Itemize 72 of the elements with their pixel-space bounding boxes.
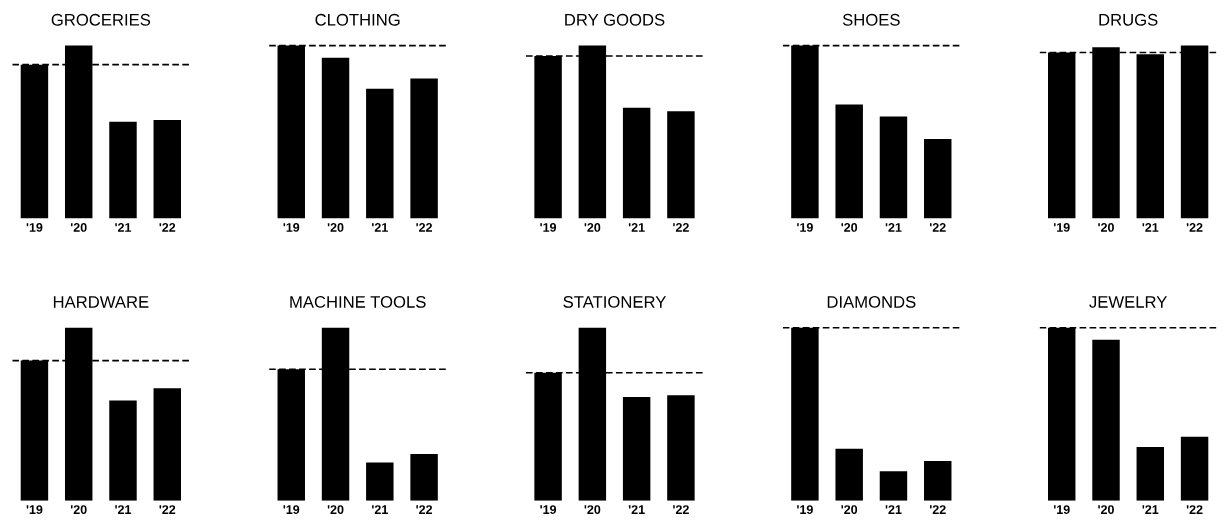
x-tick-label: '20: [327, 223, 344, 232]
x-tick-label: '21: [372, 505, 388, 514]
x-tick-label: '19: [797, 223, 813, 232]
x-tick-label: '22: [416, 223, 433, 232]
x-tick-label: '20: [841, 505, 858, 514]
chart-title: JEWELRY: [1089, 296, 1167, 308]
bar: [321, 57, 350, 219]
x-tick-label: '19: [1053, 223, 1070, 232]
x-tick-label: '22: [159, 505, 176, 514]
chart-title: STATIONERY: [563, 296, 667, 308]
x-tick-label: '22: [929, 223, 946, 232]
x-tick-label: '21: [885, 505, 902, 514]
chart-title: DIAMONDS: [827, 296, 916, 308]
x-tick-label: '21: [628, 223, 645, 232]
x-tick-label: '22: [673, 505, 689, 514]
x-tick-label: '19: [26, 505, 43, 514]
bar: [410, 78, 438, 219]
chart-title: CLOTHING: [315, 13, 400, 26]
bar: [924, 460, 952, 501]
x-tick-label: '21: [1142, 505, 1159, 514]
bar: [667, 395, 695, 501]
bar: [109, 121, 137, 219]
bar: [667, 111, 695, 219]
x-tick-label: '19: [540, 223, 557, 232]
x-tick-label: '22: [673, 223, 689, 232]
bar: [366, 88, 394, 219]
x-tick-label: '22: [416, 505, 433, 514]
x-tick-label: '20: [327, 505, 344, 514]
x-tick-label: '22: [159, 223, 176, 232]
x-tick-label: '20: [1098, 223, 1114, 232]
x-tick-label: '21: [372, 223, 388, 232]
bar: [622, 396, 651, 501]
x-tick-label: '19: [283, 505, 300, 514]
x-tick-label: '20: [70, 223, 87, 232]
bar: [410, 453, 438, 501]
bar: [835, 448, 863, 501]
chart-title: GROCERIES: [51, 13, 151, 26]
x-tick-label: '20: [584, 223, 601, 232]
chart-title: DRY GOODS: [565, 13, 665, 26]
x-tick-label: '21: [115, 223, 132, 232]
bar: [1136, 447, 1165, 501]
x-tick-label: '19: [540, 505, 557, 514]
bar: [835, 104, 863, 219]
x-tick-label: '21: [115, 505, 132, 514]
chart-title: MACHINE TOOLS: [290, 296, 426, 308]
chart-title: HARDWARE: [53, 296, 149, 308]
x-tick-label: '19: [797, 505, 813, 514]
bar: [622, 107, 651, 219]
bar: [879, 471, 908, 501]
bar: [153, 119, 181, 219]
x-tick-label: '22: [1186, 223, 1203, 232]
chart-title: SHOES: [842, 13, 900, 26]
x-tick-label: '20: [70, 505, 87, 514]
x-tick-label: '19: [1053, 505, 1070, 514]
x-tick-label: '21: [1142, 223, 1159, 232]
x-tick-label: '19: [26, 223, 43, 232]
x-tick-label: '22: [929, 505, 946, 514]
bar: [879, 116, 908, 219]
bar: [924, 138, 952, 219]
x-tick-label: '22: [1186, 505, 1203, 514]
bar: [366, 462, 394, 501]
bar: [1180, 436, 1209, 501]
bar: [153, 388, 181, 501]
bar: [109, 400, 137, 501]
x-tick-label: '19: [283, 223, 300, 232]
x-tick-label: '20: [584, 505, 601, 514]
bar: [1092, 339, 1120, 501]
x-tick-label: '21: [885, 223, 902, 232]
chart-title: DRUGS: [1099, 13, 1158, 26]
x-tick-label: '21: [628, 505, 645, 514]
x-tick-label: '20: [841, 223, 858, 232]
x-tick-label: '20: [1098, 505, 1114, 514]
